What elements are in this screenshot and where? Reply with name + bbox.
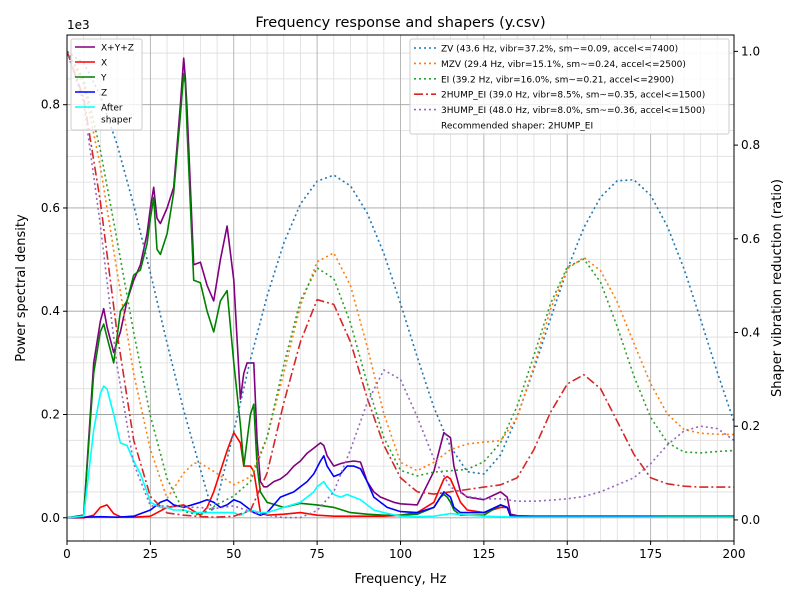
legend-psd-label: Z <box>101 89 107 99</box>
x-axis-label: Frequency, Hz <box>354 572 446 587</box>
x-axis-ticks: 0 25 50 75 100 125 150 175 200 <box>63 541 745 561</box>
y2-tick-label: 0.0 <box>741 513 760 527</box>
legend-shapers-box <box>409 38 730 135</box>
shaper-line-mzv <box>67 51 734 500</box>
legend-shapers: ZV (43.6 Hz, vibr=37.2%, sm~=0.09, accel… <box>409 38 730 135</box>
x-tick-label: 200 <box>723 547 746 561</box>
y2-tick-label: 1.0 <box>741 44 760 58</box>
shaper-line-2hump-ei <box>67 51 734 518</box>
y-tick-label: 0.6 <box>41 201 60 215</box>
x-tick-label: 150 <box>556 547 579 561</box>
y-tick-label: 0.8 <box>41 98 60 112</box>
y-axis-offset-label: 1e3 <box>67 18 90 32</box>
legend-shaper-label: EI (39.2 Hz, vibr=16.0%, sm~=0.21, accel… <box>441 75 674 85</box>
psd-line-y <box>67 72 734 519</box>
y2-tick-label: 0.2 <box>741 419 760 433</box>
psd-line-x-y-z <box>67 57 734 519</box>
y-tick-label: 0.4 <box>41 304 60 318</box>
shaper-series-group <box>67 50 734 519</box>
x-tick-label: 25 <box>143 547 158 561</box>
x-tick-label: 175 <box>639 547 662 561</box>
psd-line-z <box>67 454 734 519</box>
legend-psd-label: X <box>101 59 107 69</box>
legend-recommended-note: Recommended shaper: 2HUMP_EI <box>441 122 593 132</box>
y2-tick-label: 0.4 <box>741 326 760 340</box>
y-tick-label: 0.2 <box>41 408 60 422</box>
shaper-line-ei <box>67 50 734 517</box>
y2-axis-ticks: 0.0 0.2 0.4 0.6 0.8 1.0 <box>734 44 760 527</box>
shaper-line-3hump-ei <box>67 51 734 519</box>
y2-tick-label: 0.8 <box>741 138 760 152</box>
legend-shaper-label: ZV (43.6 Hz, vibr=37.2%, sm~=0.09, accel… <box>441 45 678 55</box>
chart-title: Frequency response and shapers (y.csv) <box>255 15 545 31</box>
x-tick-label: 75 <box>309 547 324 561</box>
y-axis-ticks: 0.0 0.2 0.4 0.6 0.8 <box>41 98 67 525</box>
y-axis-label: Power spectral density <box>14 214 29 362</box>
y-tick-label: 0.0 <box>41 511 60 525</box>
legend-psd-label: Y <box>100 74 107 84</box>
legend-psd: X+Y+Z XYZ After shaper <box>70 38 143 131</box>
legend-shaper-label: MZV (29.4 Hz, vibr=15.1%, sm~=0.24, acce… <box>441 60 686 70</box>
legend-psd-label: X+Y+Z <box>101 44 134 54</box>
x-tick-label: 100 <box>389 547 412 561</box>
x-tick-label: 125 <box>472 547 495 561</box>
y2-tick-label: 0.6 <box>741 232 760 246</box>
legend-psd-label: After shaper <box>101 104 132 126</box>
legend-shaper-label: 3HUMP_EI (48.0 Hz, vibr=8.0%, sm~=0.36, … <box>441 106 705 116</box>
x-tick-label: 50 <box>226 547 241 561</box>
x-tick-label: 0 <box>63 547 71 561</box>
legend-shaper-label: 2HUMP_EI (39.0 Hz, vibr=8.5%, sm~=0.35, … <box>441 91 705 101</box>
y2-axis-label: Shaper vibration reduction (ratio) <box>770 179 785 397</box>
shaper-line-zv <box>67 50 734 513</box>
